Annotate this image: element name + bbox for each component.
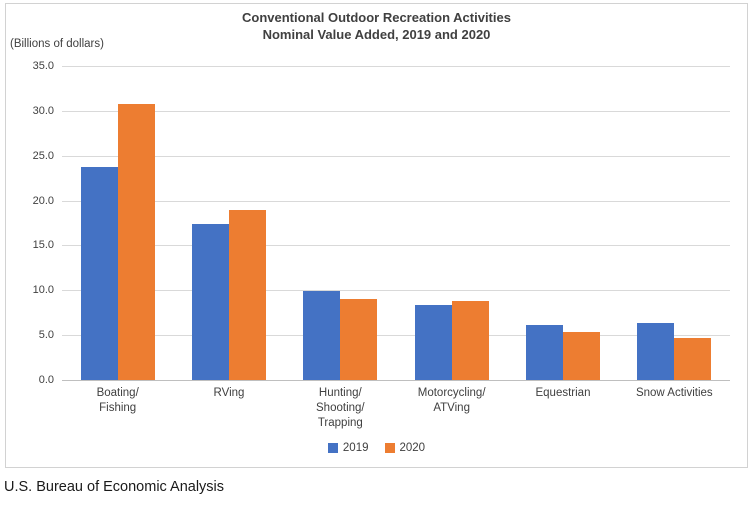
y-tick-label-20.0: 20.0 <box>32 194 54 207</box>
y-tick-label-30.0: 30.0 <box>32 104 54 117</box>
y-tick-label-35.0: 35.0 <box>32 60 54 72</box>
legend-swatch-icon <box>327 443 338 453</box>
bar-group-motorcycling-atving <box>396 66 507 380</box>
bar-2019-boating-fishing <box>80 167 118 380</box>
bar-2019-snow-activities <box>637 323 675 380</box>
y-tick-label-10.0: 10.0 <box>32 284 54 297</box>
chart-title: Conventional Outdoor Recreation Activiti… <box>6 9 747 43</box>
bar-2019-hunting-shooting-trapping <box>303 291 341 380</box>
bar-2020-boating-fishing <box>117 103 155 380</box>
x-axis-labels: Boating/Fishing RVing Hunting/Shooting/Tra… <box>62 386 730 431</box>
x-label-line: RVing <box>213 387 245 399</box>
bar-2020-hunting-shooting-trapping <box>340 299 378 380</box>
gridline <box>62 110 730 112</box>
gridline <box>62 66 730 67</box>
bar-2020-motorcycling-atving <box>451 301 489 380</box>
bar-2020-rving <box>228 209 266 380</box>
gridline <box>62 290 730 292</box>
x-label-line: Hunting/ <box>318 387 362 399</box>
bar-2019-equestrian <box>525 325 563 380</box>
x-label-line: Equestrian <box>535 387 591 399</box>
legend-label: 2020 <box>399 442 426 454</box>
legend-item-2019: 2019 <box>327 442 369 454</box>
bar-group-rving <box>173 66 284 380</box>
bar-groups <box>62 66 730 380</box>
y-tick-label-0.0: 0.0 <box>38 374 54 386</box>
x-label-line: Motorcycling/ <box>417 387 486 399</box>
legend: 2019 2020 <box>6 442 747 454</box>
chart-frame: Conventional Outdoor Recreation Activiti… <box>5 3 748 468</box>
bar-group-boating-fishing <box>62 66 173 380</box>
x-label-rving: RVing <box>173 386 284 431</box>
chart-title-line-1: Conventional Outdoor Recreation Activiti… <box>242 10 511 25</box>
x-label-line: Shooting/ <box>316 402 365 414</box>
bar-group-hunting-shooting-trapping <box>285 66 396 380</box>
plot-area: 35.0 30.0 25.0 20.0 15.0 10.0 5.0 0.0 <box>33 60 730 386</box>
x-label-line: Fishing <box>99 402 137 414</box>
x-label-line: Snow Activities <box>635 387 713 399</box>
x-axis-line <box>62 380 730 381</box>
legend-item-2020: 2020 <box>384 442 426 454</box>
y-tick-label-15.0: 15.0 <box>32 239 54 252</box>
x-label-line: Trapping <box>317 417 363 429</box>
bar-group-equestrian <box>507 66 618 380</box>
y-axis-units-label: (Billions of dollars) <box>10 38 104 50</box>
gridline <box>62 335 730 337</box>
bar-group-snow-activities <box>619 66 730 380</box>
gridline <box>62 155 730 157</box>
x-label-snow-activities: Snow Activities <box>619 386 730 431</box>
bar-2020-snow-activities <box>674 337 712 380</box>
y-tick-label-5.0: 5.0 <box>38 329 54 342</box>
x-label-motorcycling-atving: Motorcycling/ATVing <box>396 386 507 431</box>
x-label-line: Boating/ <box>96 387 139 399</box>
bar-2019-motorcycling-atving <box>414 304 452 380</box>
x-label-hunting-shooting-trapping: Hunting/Shooting/Trapping <box>285 386 396 431</box>
gridline <box>62 245 730 247</box>
bar-2020-equestrian <box>562 331 600 380</box>
y-tick-label-25.0: 25.0 <box>32 149 54 162</box>
bar-2019-rving <box>191 223 229 380</box>
x-label-equestrian: Equestrian <box>507 386 618 431</box>
legend-label: 2019 <box>342 442 369 454</box>
legend-swatch-icon <box>384 443 395 453</box>
chart-title-line-2: Nominal Value Added, 2019 and 2020 <box>262 27 491 42</box>
source-attribution: U.S. Bureau of Economic Analysis <box>4 479 225 495</box>
gridline <box>62 200 730 202</box>
x-label-boating-fishing: Boating/Fishing <box>62 386 173 431</box>
x-label-line: ATVing <box>433 402 470 414</box>
